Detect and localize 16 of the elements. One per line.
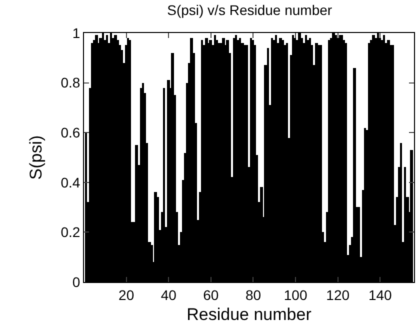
chart-title: S(psi) v/s Residue number	[167, 2, 332, 18]
y-tick-label: 0.6	[60, 124, 80, 140]
y-tick-label: 0.8	[60, 74, 80, 91]
x-tick-label: 20	[118, 286, 134, 303]
y-tick-label: 0.2	[60, 224, 80, 240]
y-tick-label: 1	[72, 24, 80, 41]
x-tick-label: 140	[368, 286, 392, 303]
x-tick-label: 80	[245, 286, 262, 303]
y-tick-label: 0	[72, 274, 80, 290]
y-axis-title: S(psi)	[26, 135, 46, 180]
x-tick-label: 60	[203, 286, 219, 303]
y-tick-label: 0.4	[60, 174, 80, 190]
x-tick-label: 120	[326, 286, 350, 303]
x-tick-label: 40	[160, 286, 177, 303]
x-axis-title: Residue number	[186, 305, 312, 324]
x-tick-label: 100	[284, 286, 308, 303]
